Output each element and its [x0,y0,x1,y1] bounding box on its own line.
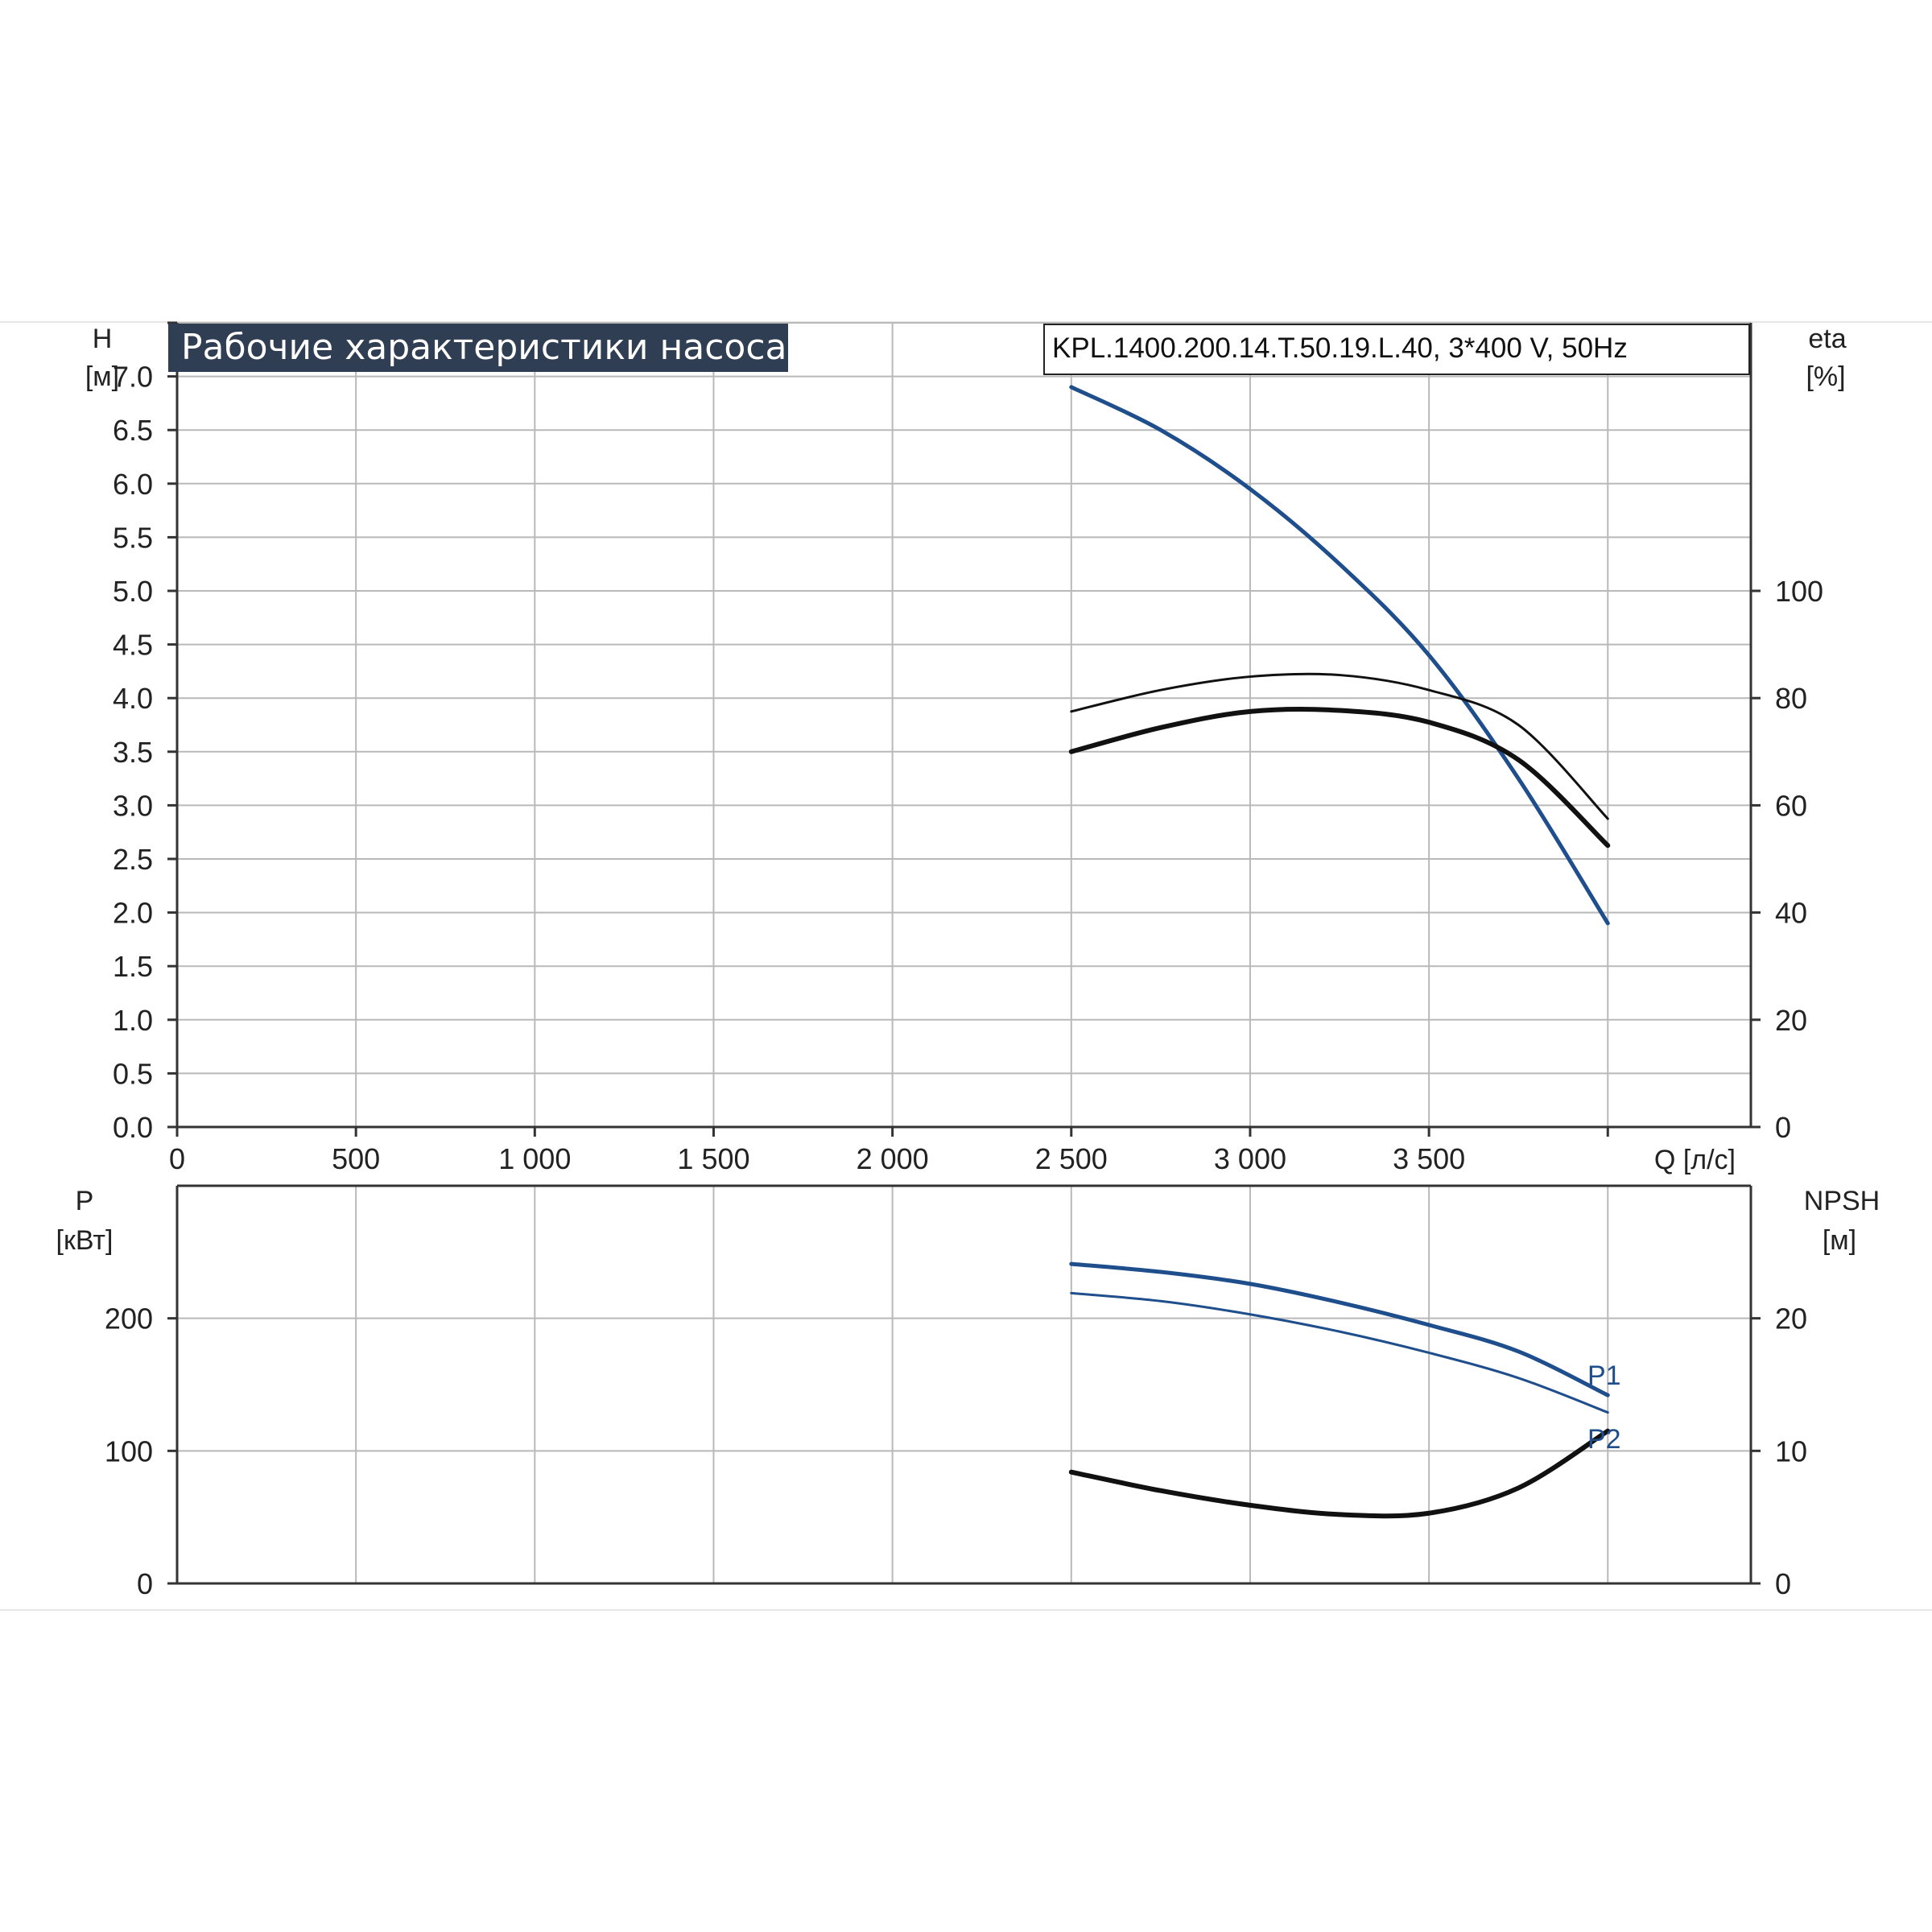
efficiency-curve-thin [1070,672,1609,820]
h-tick-label: 1.0 [113,1004,153,1037]
h-tick-label: 1.5 [113,950,153,983]
npsh-tick-label: 0 [1775,1567,1791,1600]
npsh-tick-label: 10 [1775,1435,1807,1468]
power-p1-curve [1069,1261,1610,1397]
title-background [168,324,788,372]
model-label-box: KPL.1400.200.14.T.50.19.L.40, 3*400 V, 5… [1043,324,1750,375]
eta-tick-label: 20 [1775,1004,1807,1037]
x-tick-label: 2 500 [1035,1142,1108,1175]
lower-plot-grid [167,1184,1761,1585]
p-axis-label: P [76,1186,94,1216]
x-tick-label: 2 000 [857,1142,929,1175]
series-label-p1: P1 [1587,1360,1621,1391]
eta-tick-label: 40 [1775,897,1807,930]
h-tick-label: 2.5 [113,843,153,876]
p-tick-label: 0 [137,1567,153,1600]
eta-tick-label: 80 [1775,682,1807,715]
eta-axis-label: eta [1808,324,1846,354]
eta-tick-label: 60 [1775,789,1807,822]
eta-axis-unit: [%] [1806,361,1845,392]
chart-title-banner: Рабочие характеристики насоса [168,324,788,372]
x-tick-label: 500 [332,1142,380,1175]
eta-tick-label: 100 [1775,575,1823,608]
x-tick-label: 3 000 [1214,1142,1286,1175]
h-tick-label: 2.0 [113,897,153,930]
eta-tick-label: 0 [1775,1111,1791,1144]
q-axis-label: Q [л/с] [1654,1145,1736,1175]
model-box-frame [1043,324,1750,375]
h-tick-label: 6.5 [113,414,153,447]
h-tick-label: 5.5 [113,521,153,554]
p-tick-label: 200 [105,1302,153,1335]
h-tick-label: 4.5 [113,629,153,662]
npsh-axis-label: NPSH [1804,1186,1880,1216]
chart-title: Рабочие характеристики насоса [181,327,786,368]
h-tick-label: 0.5 [113,1057,153,1090]
head-curve [1069,385,1610,926]
h-tick-label: 3.0 [113,789,153,822]
h-tick-label: 7.0 [113,361,153,394]
h-tick-label: 4.0 [113,682,153,715]
series-label-p2: P2 [1587,1424,1621,1455]
power-p2-curve [1070,1291,1609,1414]
x-tick-label: 0 [169,1142,185,1175]
h-tick-label: 0.0 [113,1111,153,1144]
model-label: KPL.1400.200.14.T.50.19.L.40, 3*400 V, 5… [1052,332,1628,364]
npsh-curve [1068,1428,1611,1519]
p-axis-unit: [кВт] [56,1225,114,1256]
efficiency-curve-thick [1068,706,1611,848]
x-tick-label: 3 500 [1393,1142,1465,1175]
curves [1068,385,1611,1519]
h-tick-label: 6.0 [113,468,153,501]
npsh-tick-label: 20 [1775,1302,1807,1335]
h-axis-label: H [93,324,113,354]
h-tick-label: 3.5 [113,736,153,769]
tick-labels: 0 500 1 000 1 500 2 000 2 500 3 000 3 500 0.0 0.5… [105,361,1823,1600]
p-tick-label: 100 [105,1435,153,1468]
upper-plot-grid [167,321,1761,1137]
h-tick-label: 5.0 [113,575,153,608]
x-tick-label: 1 000 [498,1142,571,1175]
h-axis-unit: [м] [85,361,119,392]
x-tick-label: 1 500 [677,1142,749,1175]
npsh-axis-unit: [м] [1823,1225,1856,1256]
